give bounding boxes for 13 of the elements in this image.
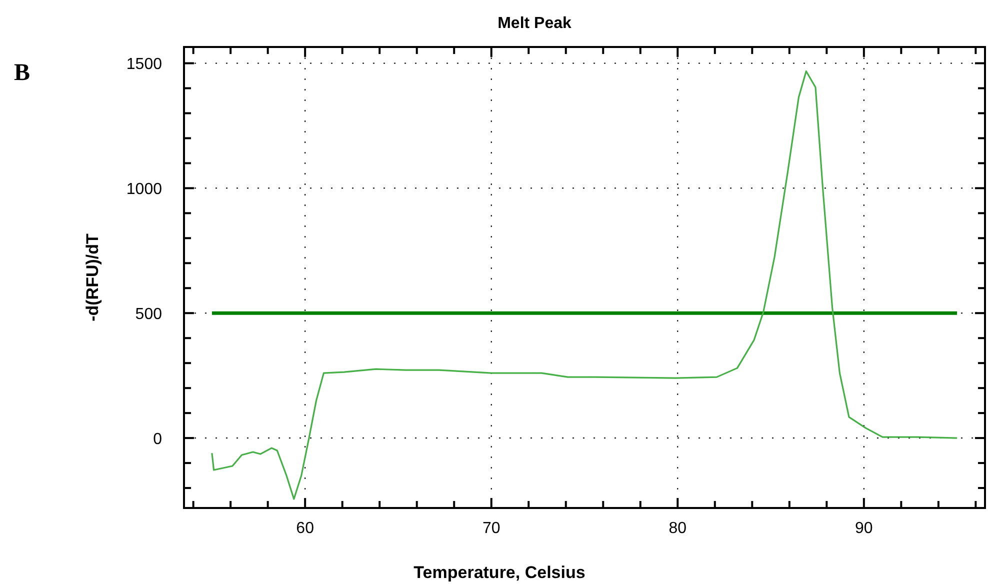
x-tick-label: 80 (668, 520, 687, 537)
text: B (14, 60, 30, 86)
x-tick-label: 70 (482, 520, 500, 537)
y-tick-label: 1500 (126, 56, 162, 74)
y-tick-label: 0 (153, 431, 162, 448)
y-tick-label: 1000 (126, 181, 162, 198)
y-axis-title: -d(RFU)/dT (83, 232, 102, 322)
chart-title: Melt Peak (498, 15, 572, 32)
x-tick-label: 90 (855, 520, 873, 537)
x-axis-title: Temperature, Celsius (414, 563, 586, 582)
x-tick-label: 60 (296, 520, 314, 537)
y-tick-label: 500 (135, 306, 162, 324)
line-series (211, 70, 958, 500)
